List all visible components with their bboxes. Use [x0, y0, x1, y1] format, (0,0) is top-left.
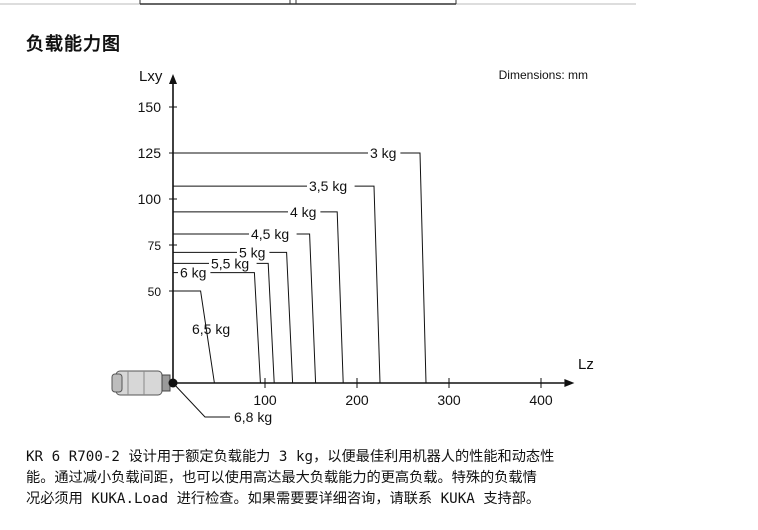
load-curve-5-kg-v [269, 251, 294, 384]
y-tick-label: 100 [138, 191, 162, 207]
load-label: 6 kg [180, 265, 206, 281]
load-curve-6-kg-v [210, 272, 261, 384]
dimensions-note: Dimensions: mm [499, 68, 588, 82]
section-title: 负载能力图 [26, 34, 121, 55]
load-label: 4,5 kg [251, 226, 289, 242]
x-tick-label: 300 [437, 392, 461, 408]
load-curve-4-5-kg-v [296, 233, 317, 384]
y-tick-label: 125 [138, 145, 162, 161]
x-tick-label: 100 [253, 392, 277, 408]
load-label: 5,5 kg [211, 255, 249, 271]
y-axis-label: Lxy [139, 68, 163, 85]
load-curve-4-kg-v [320, 211, 344, 384]
y-tick-label: 75 [148, 239, 162, 253]
x-axis-arrow [564, 379, 575, 387]
y-axis-arrow [169, 74, 177, 84]
load-label: 5 kg [239, 244, 265, 260]
load-label: 3,5 kg [309, 178, 347, 194]
load-label: 4 kg [290, 204, 316, 220]
load-curve-5-5-kg-v [256, 262, 275, 384]
x-tick-label: 200 [345, 392, 369, 408]
payload-chart: Dimensions: mm Lxy Lz 50 75 100 125 150 100 200 30… [108, 66, 608, 438]
y-tick-label: 50 [148, 285, 162, 299]
description-text: KR 6 R700-2 设计用于额定负载能力 3 kg，以便最佳利用机器人的性能… [26, 449, 555, 507]
load-curve-6-8kg [172, 382, 230, 418]
load-label: 6,8 kg [234, 409, 272, 425]
robot-flange-icon [111, 370, 178, 396]
load-curve-6-5-kg [173, 290, 215, 384]
x-tick-label: 400 [529, 392, 553, 408]
load-curve-3-kg-v [400, 152, 427, 384]
load-label: 3 kg [370, 145, 396, 161]
x-axis-label: Lz [578, 356, 594, 373]
y-tick-label: 150 [138, 99, 162, 115]
load-curve-3-5-kg-v [354, 185, 381, 384]
load-label: 6,5 kg [192, 321, 230, 337]
top-table-border [0, 0, 636, 5]
payload-chart-svg: Dimensions: mm Lxy Lz 50 75 100 125 150 100 200 30… [111, 68, 594, 425]
